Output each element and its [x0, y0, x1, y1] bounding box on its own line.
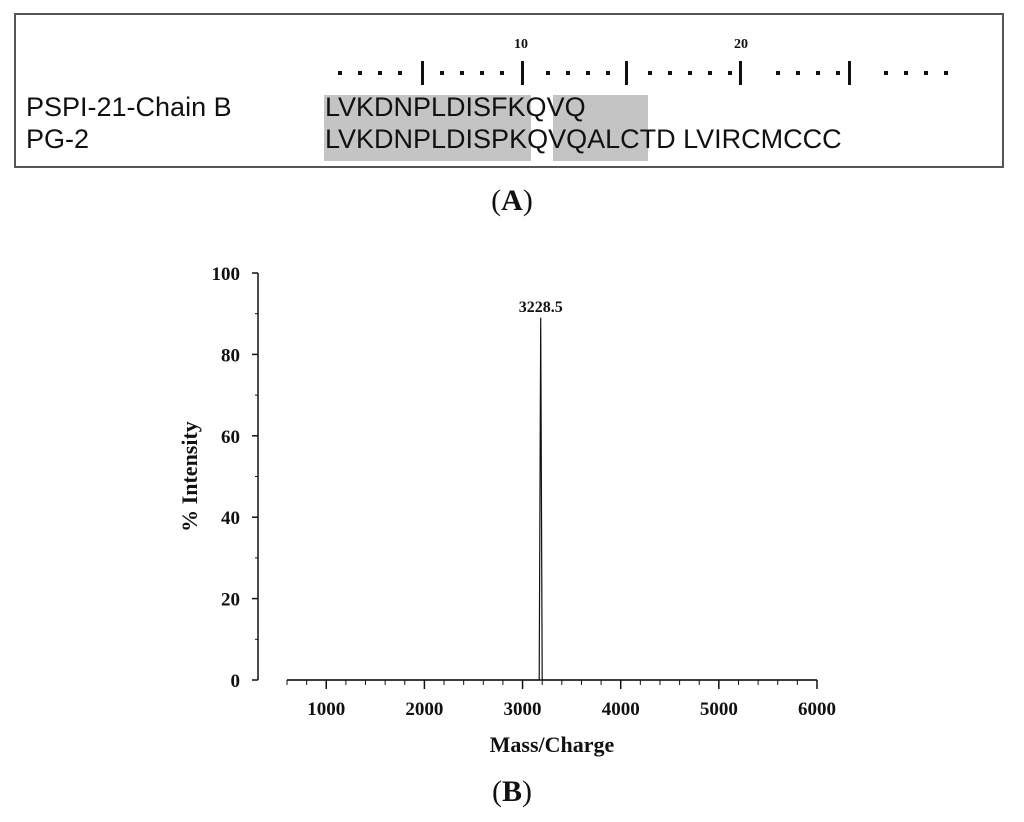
ruler-dot	[586, 71, 590, 75]
y-tick-label: 0	[231, 671, 241, 692]
alignment-panel: 10 20 PSPI-21-Chain B LVKDNPLDISFKQVQ PG…	[14, 13, 1004, 168]
sequence-label-pg-2: PG-2	[26, 124, 90, 154]
x-tick-label: 1000	[307, 699, 345, 720]
ruler-tick	[521, 61, 524, 85]
ruler-dot	[566, 71, 570, 75]
ruler-number-10: 10	[514, 37, 528, 52]
panel-label-a: (A)	[491, 184, 533, 217]
y-tick-label: 100	[212, 264, 241, 285]
ruler-dot	[816, 71, 820, 75]
x-tick-label: 6000	[798, 699, 836, 720]
ruler-dot	[708, 71, 712, 75]
ruler-dot	[796, 71, 800, 75]
spectrum-series-line	[287, 317, 817, 681]
ruler-dot	[924, 71, 928, 75]
ruler-dot	[776, 71, 780, 75]
ruler-dot	[944, 71, 948, 75]
x-axis-label: Mass/Charge	[490, 732, 615, 757]
ruler-dot	[546, 71, 550, 75]
y-tick-label: 20	[221, 590, 240, 611]
ruler-dot	[480, 71, 484, 75]
sequence-pspi-21: LVKDNPLDISFKQVQ	[325, 92, 586, 122]
sequence-pg-2: LVKDNPLDISPKQVQALCTD LVIRCMCCC	[325, 124, 842, 154]
ruler-dot	[378, 71, 382, 75]
panel-label-b: (B)	[491, 775, 532, 808]
ruler-dot	[398, 71, 402, 75]
ruler-dot	[606, 71, 610, 75]
ruler-dot	[358, 71, 362, 75]
x-tick-label: 4000	[602, 699, 640, 720]
conserved-block-1	[324, 95, 531, 161]
ruler-dot	[500, 71, 504, 75]
y-axis-label: % Intensity	[177, 421, 202, 532]
peak-label: 3228.5	[519, 299, 563, 316]
ruler-dot	[884, 71, 888, 75]
ruler-dot	[728, 71, 732, 75]
ruler-dot	[688, 71, 692, 75]
y-tick-label: 80	[221, 345, 240, 366]
ruler-number-20: 20	[734, 37, 748, 52]
x-tick-label: 2000	[405, 699, 443, 720]
ruler-tick	[421, 61, 424, 85]
ruler-dot	[836, 71, 840, 75]
ruler-dot	[440, 71, 444, 75]
x-tick-label: 3000	[504, 699, 542, 720]
conserved-block-2	[553, 95, 648, 161]
ruler-dot	[648, 71, 652, 75]
sequence-label-pspi-21: PSPI-21-Chain B	[26, 92, 232, 122]
ruler-tick	[625, 61, 628, 85]
y-tick-label: 40	[221, 508, 240, 529]
ruler-tick	[848, 61, 851, 85]
ruler-dot	[668, 71, 672, 75]
ruler-dot	[904, 71, 908, 75]
ruler-dot	[460, 71, 464, 75]
y-tick-label: 60	[221, 427, 240, 448]
x-tick-label: 5000	[700, 699, 738, 720]
ruler-tick	[739, 61, 742, 85]
ruler-dot	[338, 71, 342, 75]
